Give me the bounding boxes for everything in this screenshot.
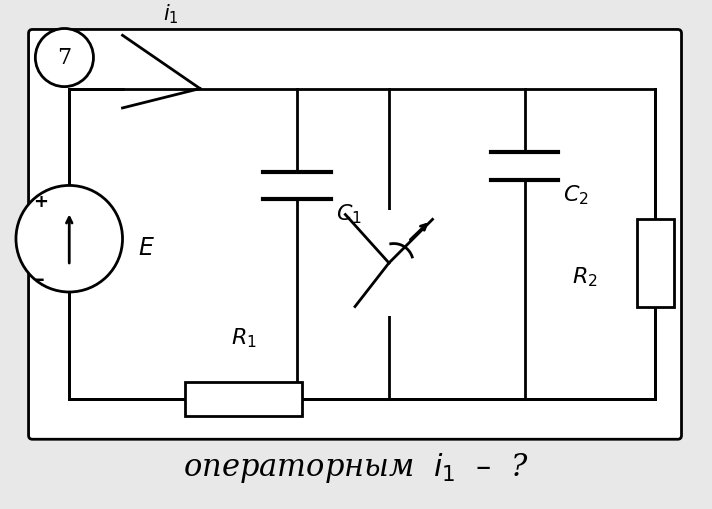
FancyBboxPatch shape	[28, 30, 681, 439]
Text: $E$: $E$	[138, 237, 155, 260]
Text: 7: 7	[58, 46, 71, 69]
Text: $R_1$: $R_1$	[231, 326, 256, 350]
Text: $i_1$: $i_1$	[163, 2, 179, 25]
Bar	[345, 210, 432, 316]
Circle shape	[36, 29, 93, 87]
Text: $R_2$: $R_2$	[572, 266, 597, 289]
Text: $C_1$: $C_1$	[335, 203, 362, 227]
Text: операторным  $i_1$  –  ?: операторным $i_1$ – ?	[183, 451, 529, 485]
Text: +: +	[33, 193, 48, 211]
Text: –: –	[36, 270, 45, 289]
Bar	[637, 219, 674, 306]
Text: $C_2$: $C_2$	[563, 183, 589, 207]
Circle shape	[16, 185, 122, 292]
Bar	[186, 382, 302, 416]
